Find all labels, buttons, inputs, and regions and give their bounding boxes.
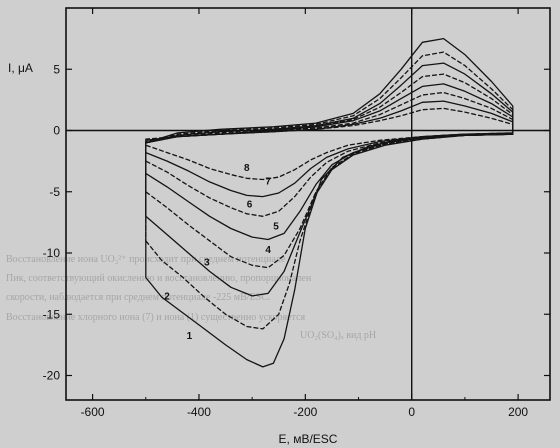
background-text-line: UO₂(SO₄)ₓ вид pH — [300, 330, 376, 341]
y-axis-label: I, μA — [8, 61, 33, 75]
curve-number-label: 7 — [265, 176, 271, 187]
curve-number-label: 3 — [204, 257, 210, 268]
background-text-line: скорости, наблюдается при среднем потенц… — [6, 292, 270, 303]
y-tick-label: -5 — [49, 185, 60, 199]
y-tick-label: -10 — [43, 246, 61, 260]
x-tick-label: -400 — [187, 405, 211, 419]
y-tick-label: 0 — [53, 124, 60, 138]
voltammogram-curve-2 — [145, 51, 514, 330]
axes-layer: -600 -400 -200 0 200 5 0 -5 -10 -15 -20 — [43, 8, 550, 419]
x-tick-label: -200 — [293, 405, 317, 419]
voltammogram-curve-8 — [145, 107, 514, 181]
y-tick-label: -20 — [43, 369, 61, 383]
curve-number-label: 6 — [247, 200, 253, 211]
y-tick-label: 5 — [53, 62, 60, 76]
background-text-line: Пик, соответствующий окислению и восстан… — [6, 273, 312, 284]
series-layer — [145, 37, 514, 368]
curve-number-label: 4 — [265, 245, 271, 256]
curve-number-label: 1 — [187, 331, 193, 342]
background-text-line: Восстановление хлорного иона (7) и иона … — [6, 312, 305, 323]
curve-number-label: 5 — [273, 222, 279, 233]
x-tick-label: 0 — [408, 405, 415, 419]
x-tick-label: -600 — [81, 405, 105, 419]
x-tick-label: 200 — [508, 405, 528, 419]
y-tick-label: -15 — [43, 307, 61, 321]
curve-number-label: 2 — [164, 292, 170, 303]
x-axis-label: E, мВ/ESC — [279, 432, 338, 446]
plot-frame — [65, 7, 551, 401]
curve-number-label: 8 — [244, 163, 250, 174]
curve-label-layer: 1 2 3 4 5 6 7 8 — [164, 163, 279, 342]
